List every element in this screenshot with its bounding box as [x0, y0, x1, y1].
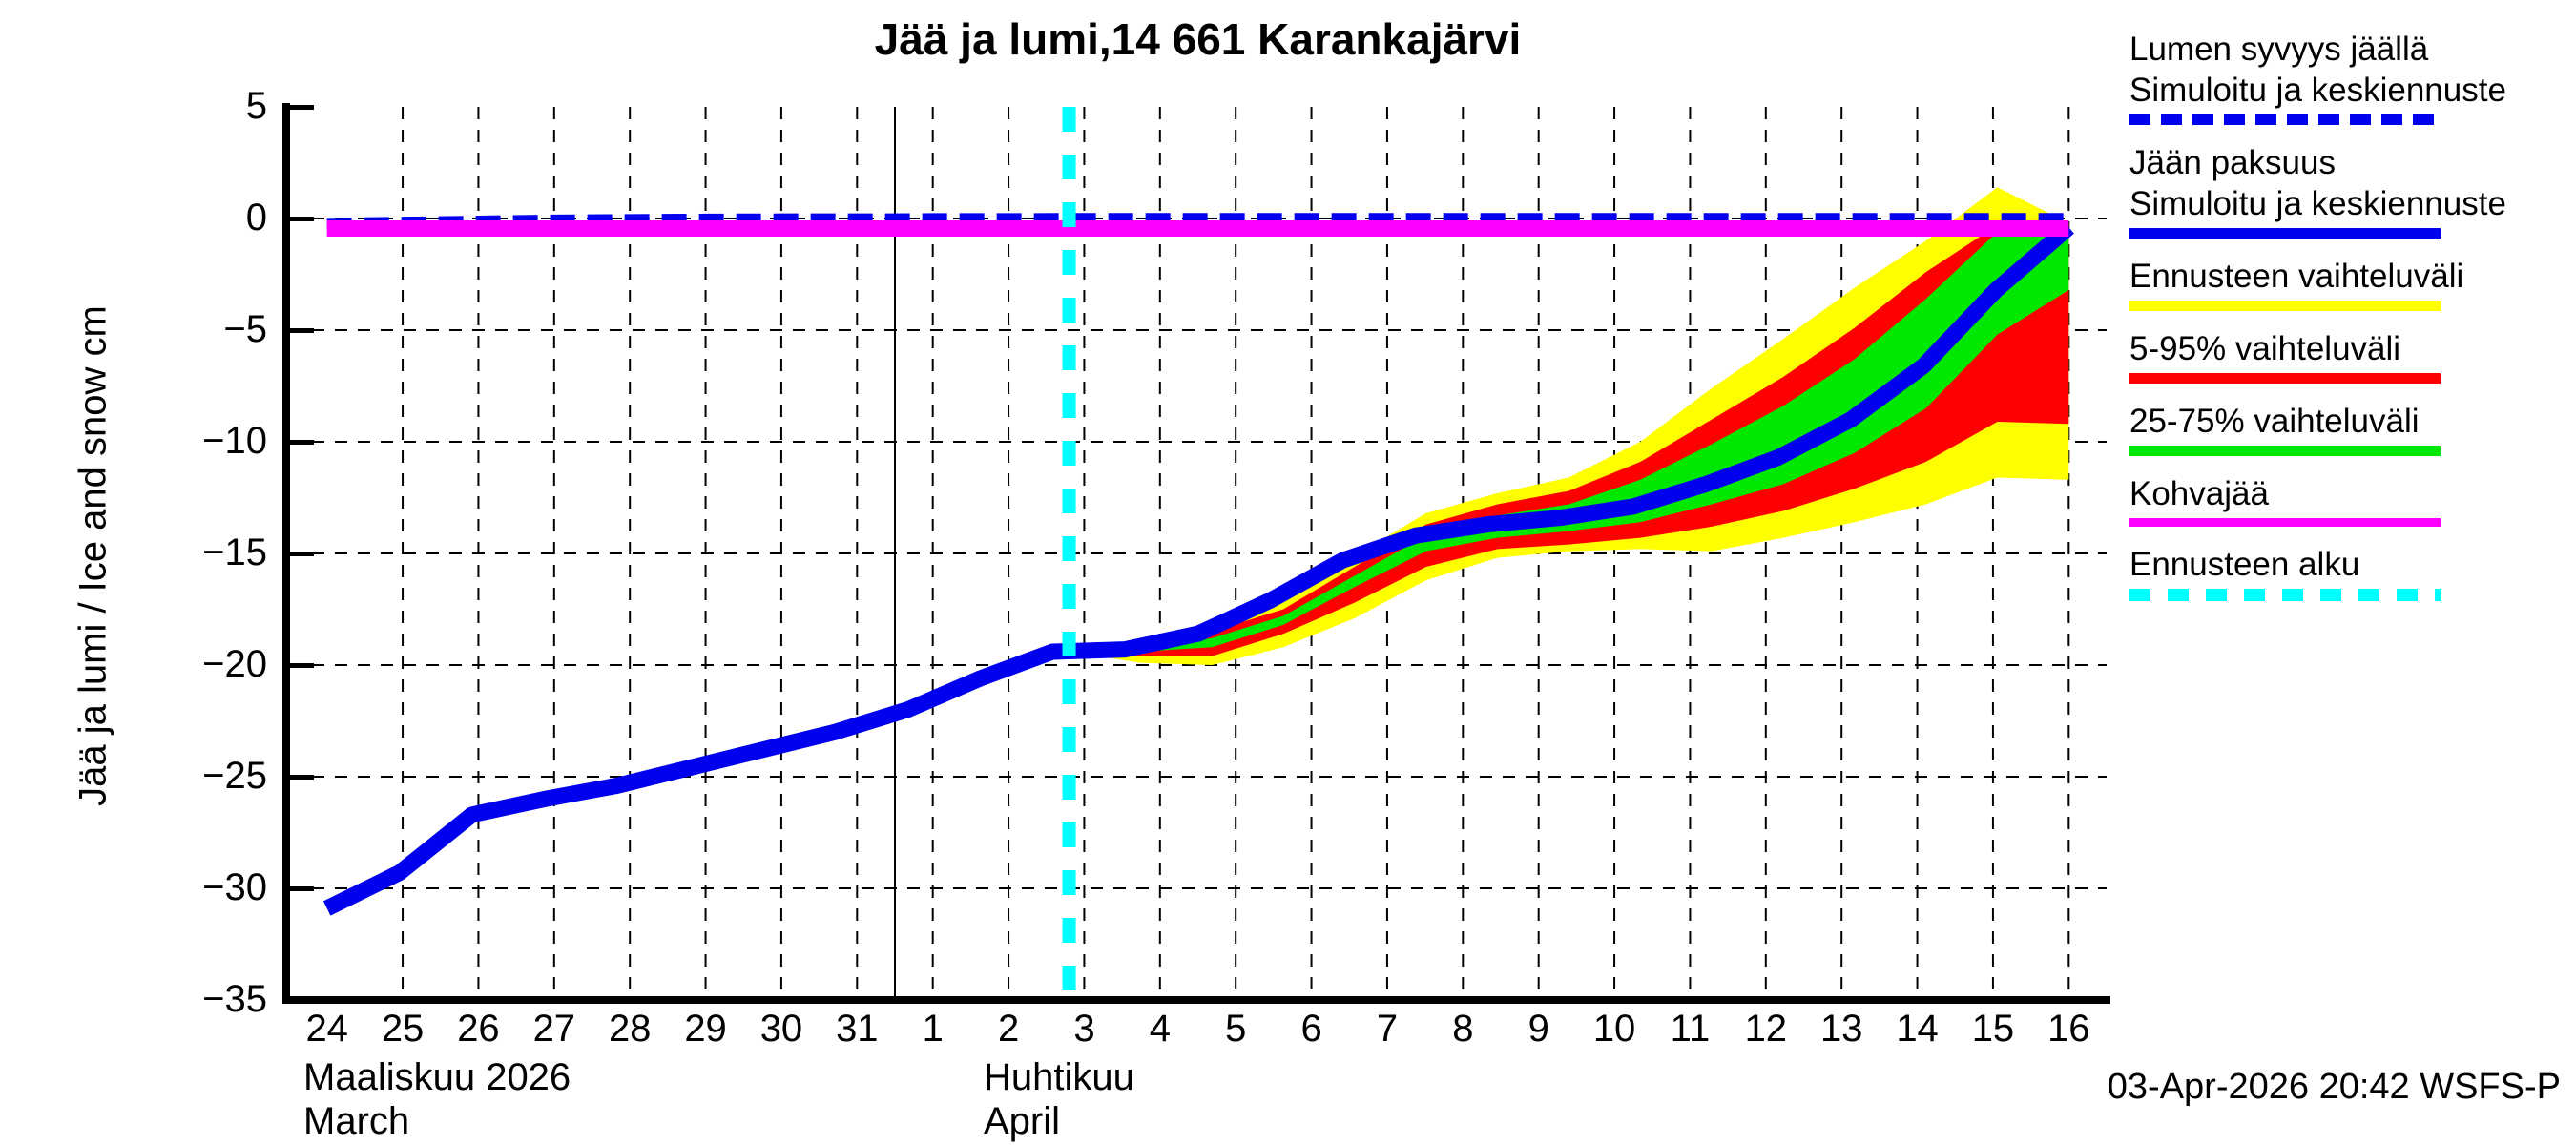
uncertainty-band [1069, 227, 2069, 652]
x-tick-label: 2 [997, 1008, 1020, 1050]
x-tick-label: 26 [457, 1008, 500, 1050]
x-tick-label: 5 [1225, 1008, 1247, 1050]
x-tick-label: 8 [1452, 1008, 1474, 1050]
data-series-line [322, 220, 2074, 916]
x-tick-label: 29 [684, 1008, 727, 1050]
y-axis-title: Jää ja lumi / Ice and snow cm [72, 305, 114, 806]
y-tick-label: 5 [245, 85, 267, 127]
legend-swatch-dash-cyan-icon [2129, 589, 2441, 601]
chart-title: Jää ja lumi,14 661 Karankajärvi [874, 14, 1522, 64]
plot-area [289, 107, 2107, 1000]
x-tick-label: 31 [836, 1008, 879, 1050]
y-tick-mark [289, 328, 314, 333]
footer-timestamp: 03-Apr-2026 20:42 WSFS-P [2107, 1067, 2561, 1107]
plot-canvas [289, 107, 2107, 1000]
legend-item-title: Lumen syvyys jäällä [2129, 31, 2429, 68]
x-tick-label: 6 [1300, 1008, 1322, 1050]
x-tick-label: 27 [532, 1008, 576, 1050]
legend-item[interactable]: Jään paksuus Simuloitu ja keskiennuste [2129, 142, 2576, 239]
legend-swatch-red-icon [2129, 373, 2441, 384]
x-tick-label: 10 [1592, 1008, 1636, 1050]
x-tick-label: 11 [1670, 1008, 1711, 1050]
y-tick-label: −25 [202, 755, 267, 797]
chart-legend: Lumen syvyys jäällä Simuloitu ja keskienn… [2129, 29, 2576, 618]
y-tick-mark [289, 775, 314, 780]
x-tick-label: 9 [1527, 1008, 1549, 1050]
month-label-april-fi: Huhtikuu [984, 1056, 1134, 1098]
y-tick-mark [289, 998, 314, 1003]
x-tick-label: 1 [922, 1008, 944, 1050]
month-label-march-fi: Maaliskuu 2026 [303, 1056, 571, 1098]
x-tick-label: 30 [759, 1008, 803, 1050]
month-label-march-en: March [303, 1100, 410, 1142]
legend-swatch-dash-blue-icon [2129, 114, 2441, 125]
legend-item-title: Ennusteen vaihteluväli [2129, 258, 2464, 295]
x-tick-label: 15 [1971, 1008, 2015, 1050]
y-axis-line [282, 103, 290, 1004]
x-tick-label: 3 [1073, 1008, 1095, 1050]
x-tick-label: 14 [1896, 1008, 1939, 1050]
legend-item-subtitle: Simuloitu ja keskiennuste [2129, 72, 2506, 109]
legend-item-title: Ennusteen alku [2129, 546, 2360, 583]
y-tick-mark [289, 217, 314, 221]
y-tick-label: −10 [202, 420, 267, 462]
y-tick-label: −30 [202, 866, 267, 908]
legend-swatch-green-icon [2129, 446, 2441, 456]
y-tick-mark [289, 552, 314, 556]
x-tick-label: 24 [305, 1008, 348, 1050]
x-tick-label: 16 [2047, 1008, 2090, 1050]
x-tick-label: 12 [1744, 1008, 1788, 1050]
legend-item-title: 5-95% vaihteluväli [2129, 330, 2401, 367]
legend-item[interactable]: Lumen syvyys jäällä Simuloitu ja keskienn… [2129, 29, 2576, 125]
legend-swatch-solid-blue-icon [2129, 228, 2441, 239]
month-label-april: Huhtikuu April [984, 1055, 1134, 1143]
y-tick-mark [289, 663, 314, 668]
legend-item[interactable]: Kohvajää [2129, 473, 2576, 527]
x-tick-label: 28 [608, 1008, 652, 1050]
legend-swatch-yellow-icon [2129, 301, 2441, 311]
y-tick-mark [289, 886, 314, 891]
legend-item-subtitle: Simuloitu ja keskiennuste [2129, 185, 2506, 222]
data-series-line [326, 213, 2069, 231]
y-tick-label: 0 [245, 197, 267, 239]
month-label-april-en: April [984, 1100, 1061, 1142]
y-tick-mark [289, 105, 314, 110]
y-tick-mark [289, 440, 314, 445]
legend-item[interactable]: Ennusteen alku [2129, 544, 2576, 601]
x-tick-label: 25 [381, 1008, 425, 1050]
y-tick-label: −20 [202, 643, 267, 685]
y-tick-label: −35 [202, 978, 267, 1020]
legend-item[interactable]: 25-75% vaihteluväli [2129, 401, 2576, 456]
legend-item-title: Jään paksuus [2129, 144, 2336, 181]
y-tick-label: −15 [202, 531, 267, 573]
legend-swatch-magenta-icon [2129, 518, 2441, 527]
legend-item[interactable]: Ennusteen vaihteluväli [2129, 256, 2576, 311]
x-tick-label: 13 [1819, 1008, 1863, 1050]
x-tick-label: 7 [1376, 1008, 1399, 1050]
legend-item[interactable]: 5-95% vaihteluväli [2129, 328, 2576, 384]
legend-item-title: Kohvajää [2129, 475, 2269, 512]
x-tick-label: 4 [1149, 1008, 1171, 1050]
legend-item-title: 25-75% vaihteluväli [2129, 403, 2420, 440]
y-tick-label: −5 [223, 308, 267, 350]
month-label-march: Maaliskuu 2026 March [303, 1055, 571, 1143]
x-axis-line [282, 996, 2110, 1004]
